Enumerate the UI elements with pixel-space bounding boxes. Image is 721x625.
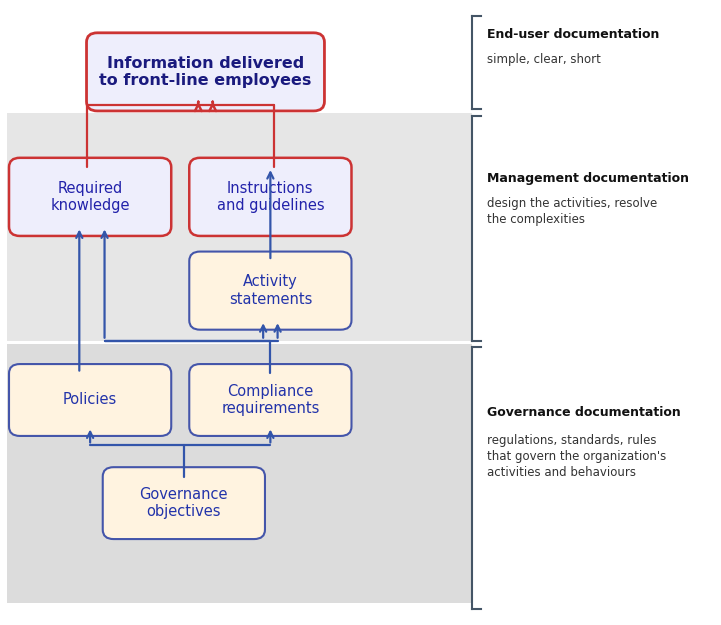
- FancyBboxPatch shape: [9, 364, 172, 436]
- Text: simple, clear, short: simple, clear, short: [487, 53, 601, 66]
- Text: Policies: Policies: [63, 392, 118, 408]
- FancyBboxPatch shape: [189, 251, 351, 330]
- Text: Information delivered
to front-line employees: Information delivered to front-line empl…: [99, 56, 311, 88]
- Text: design the activities, resolve
the complexities: design the activities, resolve the compl…: [487, 197, 657, 226]
- FancyBboxPatch shape: [87, 32, 324, 111]
- Text: regulations, standards, rules
that govern the organization's
activities and beha: regulations, standards, rules that gover…: [487, 434, 666, 479]
- FancyBboxPatch shape: [9, 158, 172, 236]
- Text: Instructions
and guidelines: Instructions and guidelines: [216, 181, 324, 213]
- FancyBboxPatch shape: [103, 468, 265, 539]
- FancyBboxPatch shape: [7, 112, 472, 341]
- FancyBboxPatch shape: [7, 344, 472, 603]
- Text: Management documentation: Management documentation: [487, 172, 689, 184]
- Text: Governance documentation: Governance documentation: [487, 406, 681, 419]
- FancyBboxPatch shape: [189, 158, 351, 236]
- Text: Governance
objectives: Governance objectives: [140, 487, 228, 519]
- FancyBboxPatch shape: [189, 364, 351, 436]
- Text: Compliance
requirements: Compliance requirements: [221, 384, 319, 416]
- Text: End-user documentation: End-user documentation: [487, 28, 659, 41]
- Text: Activity
statements: Activity statements: [229, 274, 312, 307]
- Text: Required
knowledge: Required knowledge: [50, 181, 130, 213]
